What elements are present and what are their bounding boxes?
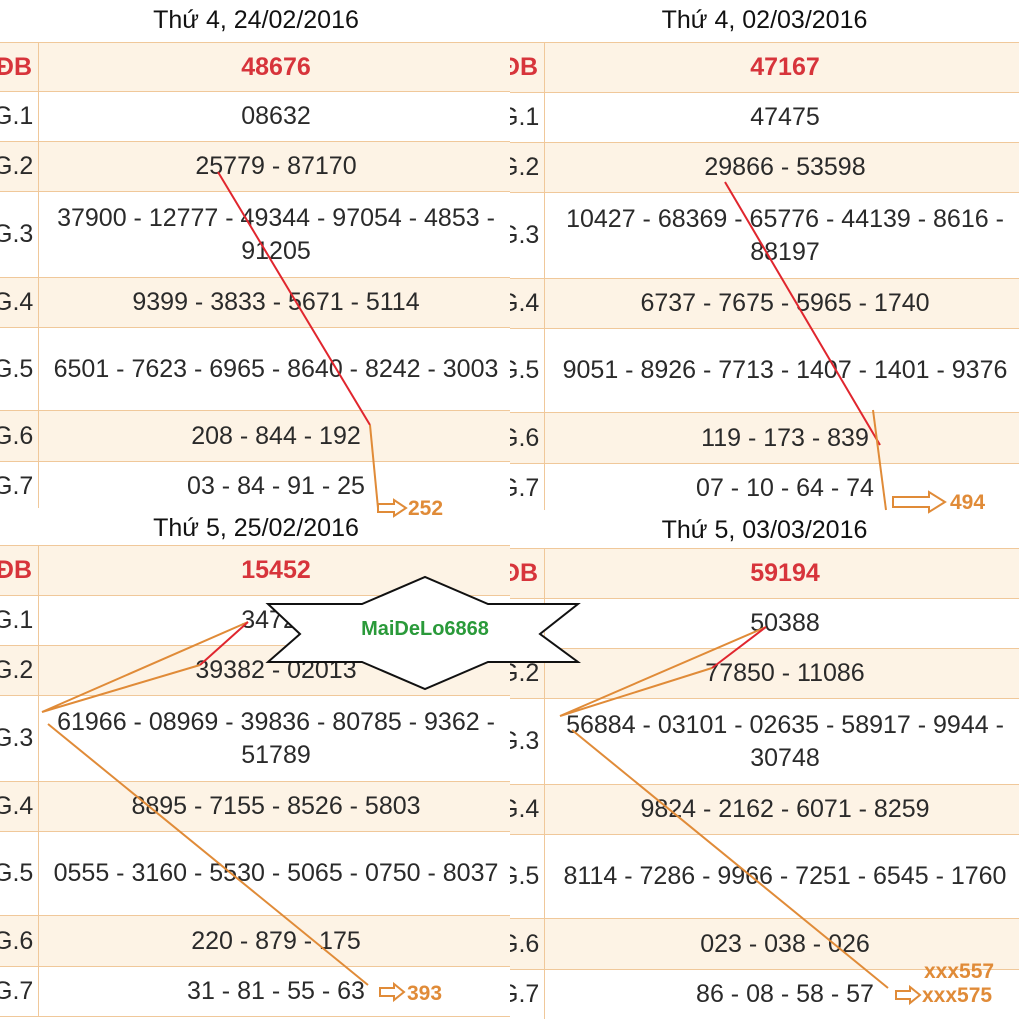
panel-title: Thứ 5, 03/03/2016 xyxy=(510,510,1019,550)
prize-value: 61966 - 08969 - 39836 - 80785 - 9362 - 5… xyxy=(38,695,512,782)
row-label: G.5 xyxy=(0,327,39,411)
prize-value: 8895 - 7155 - 8526 - 5803 xyxy=(38,781,512,832)
prize-value: 119 - 173 - 839 xyxy=(544,412,1019,464)
row-label: G.7 xyxy=(0,461,39,512)
prize-value: 6501 - 7623 - 6965 - 8640 - 8242 - 3003 xyxy=(38,327,512,411)
prize-value: 220 - 879 - 175 xyxy=(38,915,512,967)
row-label: G.7 xyxy=(0,966,39,1017)
row-label: G.6 xyxy=(0,410,39,462)
annotation-result: 494 xyxy=(950,491,986,514)
annotation-result: xxx557 xyxy=(924,960,995,983)
panel-title: Thứ 4, 24/02/2016 xyxy=(0,0,512,40)
row-label: ĐB xyxy=(0,545,39,596)
row-label: G.3 xyxy=(510,698,545,785)
special-prize-value: 15452 xyxy=(38,545,512,596)
prize-value: 10427 - 68369 - 65776 - 44139 - 8616 - 8… xyxy=(544,192,1019,279)
prize-value: 56884 - 03101 - 02635 - 58917 - 9944 - 3… xyxy=(544,698,1019,785)
row-label: G.3 xyxy=(0,191,39,278)
prize-value: 47475 xyxy=(544,92,1019,143)
row-label: ĐB xyxy=(510,42,545,93)
special-prize-value: 47167 xyxy=(544,42,1019,93)
prize-value: 8114 - 7286 - 9966 - 7251 - 6545 - 1760 xyxy=(544,834,1019,919)
row-label: G.5 xyxy=(510,834,545,919)
annotation-result: xxx575 xyxy=(922,984,993,1007)
row-label: G.2 xyxy=(0,645,39,696)
row-label: G.3 xyxy=(0,695,39,782)
row-label: G.2 xyxy=(0,141,39,192)
panel-title: Thứ 4, 02/03/2016 xyxy=(510,0,1019,40)
prize-value: 0555 - 3160 - 5530 - 5065 - 0750 - 8037 xyxy=(38,831,512,916)
prize-value: 37900 - 12777 - 49344 - 97054 - 4853 - 9… xyxy=(38,191,512,278)
prize-value: 208 - 844 - 192 xyxy=(38,410,512,462)
row-label: G.7 xyxy=(510,463,545,512)
row-label: G.6 xyxy=(0,915,39,967)
prize-value: 03 - 84 - 91 - 25 xyxy=(38,461,512,512)
prize-value: 50388 xyxy=(544,598,1019,649)
prize-value: 6737 - 7675 - 5965 - 1740 xyxy=(544,278,1019,329)
row-label: G.1 xyxy=(510,92,545,143)
row-label: G.3 xyxy=(510,192,545,279)
row-label: G.4 xyxy=(0,277,39,328)
annotation-result: 252 xyxy=(408,497,444,520)
row-label: G.6 xyxy=(510,412,545,464)
prize-value: 9051 - 8926 - 7713 - 1407 - 1401 - 9376 xyxy=(544,328,1019,413)
special-prize-value: 59194 xyxy=(544,548,1019,599)
row-label: G.7 xyxy=(510,969,545,1019)
row-label: ĐB xyxy=(0,42,39,92)
row-label: G.2 xyxy=(510,142,545,193)
prize-value: 25779 - 87170 xyxy=(38,141,512,192)
annotation-result: 393 xyxy=(407,982,443,1005)
prize-value: 08632 xyxy=(38,91,512,142)
row-label: G.1 xyxy=(0,91,39,142)
row-label: G.5 xyxy=(510,328,545,413)
prize-value: 07 - 10 - 64 - 74 xyxy=(544,463,1019,512)
special-prize-value: 48676 xyxy=(38,42,512,92)
row-label: G.2 xyxy=(510,648,545,699)
row-label: G.5 xyxy=(0,831,39,916)
prize-value: 77850 - 11086 xyxy=(544,648,1019,699)
row-label: G.1 xyxy=(0,595,39,646)
prize-value: 39382 - 02013 xyxy=(38,645,512,696)
row-label: G.6 xyxy=(510,918,545,970)
row-label: ĐB xyxy=(510,548,545,599)
row-label: G.4 xyxy=(510,784,545,835)
row-label: G.4 xyxy=(0,781,39,832)
panel-title: Thứ 5, 25/02/2016 xyxy=(0,508,512,548)
brand-watermark: MaiDeLo6868 xyxy=(361,618,489,640)
row-label: G.4 xyxy=(510,278,545,329)
prize-value: 29866 - 53598 xyxy=(544,142,1019,193)
prize-value: 9824 - 2162 - 6071 - 8259 xyxy=(544,784,1019,835)
prize-value: 9399 - 3833 - 5671 - 5114 xyxy=(38,277,512,328)
